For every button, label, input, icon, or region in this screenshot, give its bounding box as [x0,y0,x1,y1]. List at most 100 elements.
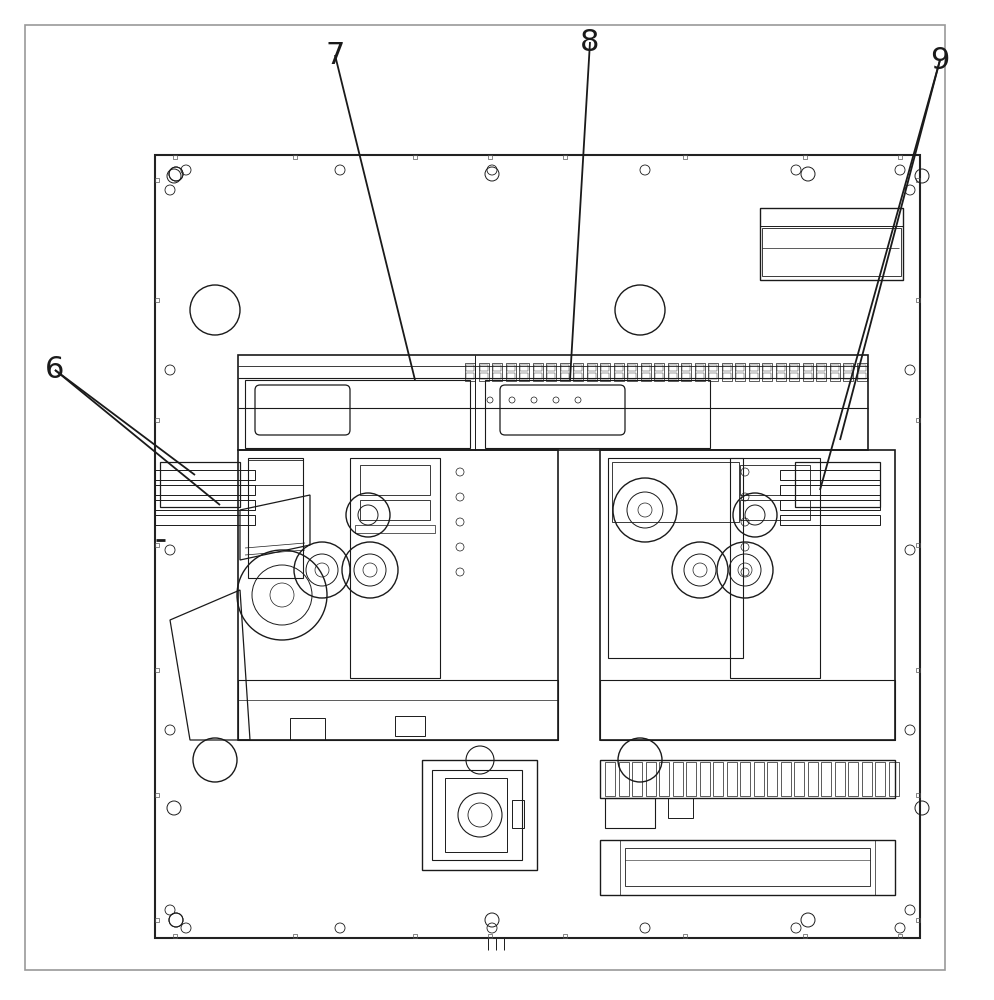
Bar [238,355,867,450]
Bar [740,762,749,796]
Bar [761,228,901,276]
Bar [599,363,609,381]
Bar [160,462,240,507]
Bar [599,450,894,740]
Bar [484,380,710,448]
Bar [155,298,159,302]
Bar [699,762,709,796]
Bar [292,155,296,159]
Bar [611,462,739,522]
Bar [155,918,159,922]
Bar [834,762,844,796]
Bar [915,418,919,422]
Bar [722,373,730,379]
Bar [740,465,809,495]
Bar [815,363,825,381]
Bar [680,363,690,381]
Bar [762,365,770,371]
Bar [779,470,879,480]
Bar [681,365,689,371]
Bar [360,465,429,495]
Bar [563,934,567,938]
Bar [631,762,641,796]
Bar [547,365,555,371]
Bar [759,208,903,280]
Bar [915,178,919,182]
Bar [667,798,692,818]
Bar [155,793,159,797]
Bar [492,365,501,371]
Bar [350,458,439,678]
Bar [672,762,682,796]
Bar [857,373,865,379]
Bar [775,373,783,379]
Bar [613,363,623,381]
Bar [563,155,567,159]
Bar [248,460,303,485]
Bar [708,363,718,381]
Bar [505,363,515,381]
Bar [653,363,663,381]
Bar [774,363,784,381]
Bar [487,934,491,938]
Bar [779,485,879,495]
Bar [915,918,919,922]
Bar [667,363,677,381]
Bar [512,800,524,828]
Bar [695,365,703,371]
Bar [898,155,902,159]
Bar [789,373,797,379]
Bar [747,363,757,381]
Bar [789,365,797,371]
Bar [843,373,851,379]
Bar [585,363,595,381]
Bar [645,762,655,796]
Bar [573,363,582,381]
Bar [694,363,704,381]
Bar [730,458,819,678]
Bar [843,365,851,371]
Bar [600,373,608,379]
Bar [604,798,654,828]
Bar [479,373,487,379]
Bar [238,450,558,740]
Bar [155,515,254,525]
Bar [668,365,676,371]
Bar [709,373,717,379]
Bar [736,373,744,379]
Bar [915,298,919,302]
Bar [779,762,789,796]
Bar [915,793,919,797]
Bar [829,363,839,381]
Bar [155,485,254,495]
Text: 8: 8 [580,28,599,57]
Bar [802,934,806,938]
Bar [519,363,529,381]
Bar [888,762,898,796]
Bar [520,373,528,379]
Bar [861,762,871,796]
Bar [532,363,542,381]
Bar [830,373,838,379]
Bar [794,462,879,507]
Bar [682,155,686,159]
Bar [898,934,902,938]
Bar [736,365,744,371]
Bar [618,762,628,796]
Bar [600,365,608,371]
Bar [238,680,558,740]
Bar [766,762,776,796]
Bar [682,934,686,938]
Bar [658,762,668,796]
Bar [520,365,528,371]
Bar [709,365,717,371]
Bar [421,760,537,870]
Bar [559,363,569,381]
Bar [546,363,556,381]
Bar [248,458,303,578]
Bar [533,373,541,379]
Bar [574,365,581,371]
Bar [775,365,783,371]
Bar [830,365,838,371]
Bar [803,373,811,379]
